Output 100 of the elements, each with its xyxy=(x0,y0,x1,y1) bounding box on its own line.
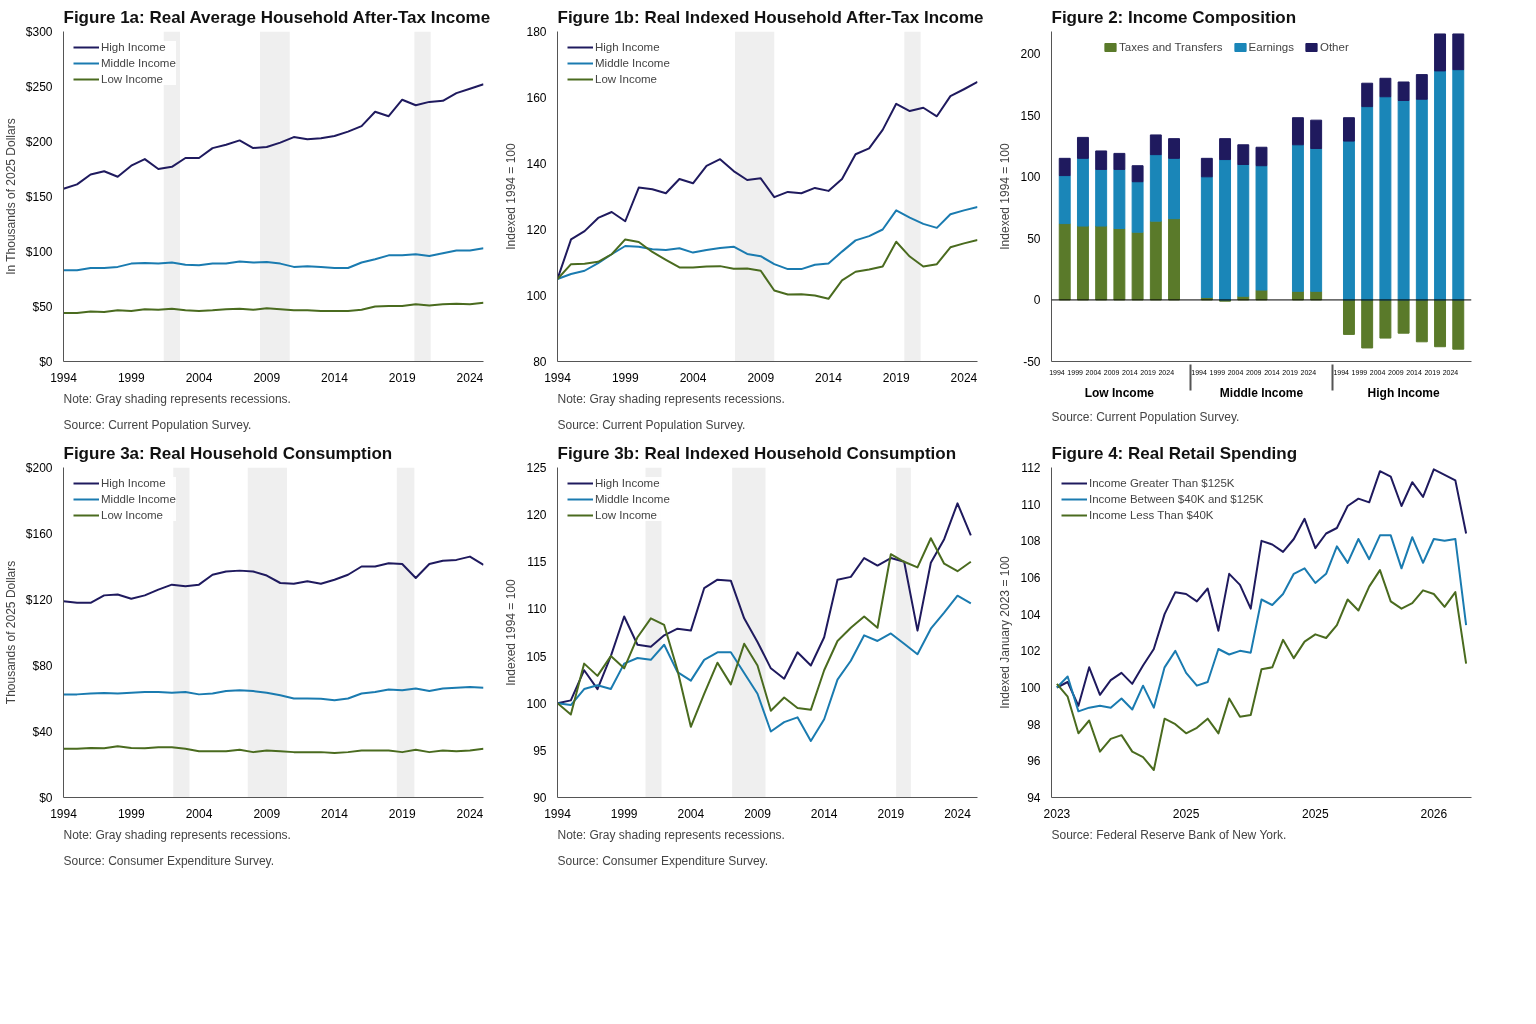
x-tick-label: 1999 xyxy=(611,370,639,385)
y-tick-label: 96 xyxy=(1027,754,1041,769)
x-tick-label: 2019 xyxy=(388,370,416,385)
source-note: Source: Current Population Survey. xyxy=(1051,409,1240,424)
chart-title: Figure 2: Income Composition xyxy=(1051,7,1297,27)
y-tick-label: 106 xyxy=(1020,571,1041,585)
y-tick-label: 0 xyxy=(1033,293,1041,308)
y-tick-label: $250 xyxy=(25,79,53,94)
y-axis-title: In Thousands of 2025 Dollars xyxy=(3,118,18,275)
legend-label: Middle Income xyxy=(595,57,670,69)
x-tick-label: 2014 xyxy=(321,806,349,821)
y-tick-label: $80 xyxy=(32,658,53,673)
legend-label: Income Between $40K and $125K xyxy=(1089,493,1264,505)
y-tick-label: 120 xyxy=(526,223,547,237)
text: Note: Gray shading represents recessions. xyxy=(63,827,291,842)
source-note: Source: Federal Reserve Bank of New York. xyxy=(1051,827,1287,842)
legend-label: High Income xyxy=(595,477,660,489)
y-tick-label: 115 xyxy=(527,555,547,570)
x-tick-label: 2024 xyxy=(456,806,484,821)
y-tick-label: $120 xyxy=(25,592,53,607)
chart-title: Figure 1a: Real Average Household After-Tax Income xyxy=(63,7,491,27)
legend-label: High Income xyxy=(101,477,166,489)
chart-title: Figure 4: Real Retail Spending xyxy=(1051,443,1298,463)
x-tick-label: 2009 xyxy=(744,806,772,821)
y-tick-label: 90 xyxy=(533,791,547,805)
x-tick-label: 2025 xyxy=(1302,806,1330,821)
x-tick-label: 1994 xyxy=(544,370,572,385)
y-tick-label: $100 xyxy=(25,244,53,259)
y-tick-label: $200 xyxy=(25,134,53,149)
x-tick-label: 1994 xyxy=(50,370,78,385)
legend-label: Income Greater Than $125K xyxy=(1089,477,1235,489)
x-tick-label: 2004 xyxy=(677,806,705,821)
x-tick-label: 1999 xyxy=(117,370,145,385)
chart-title: Figure 3b: Real Indexed Household Consumption xyxy=(557,443,957,463)
legend-label: Income Less Than $40K xyxy=(1089,509,1214,521)
x-tick-label: 2019 xyxy=(882,370,910,385)
x-tick-label: 2014 xyxy=(815,370,843,385)
legend-label: Low Income xyxy=(595,73,658,85)
y-tick-label: 100 xyxy=(1020,170,1041,185)
legend-label: Earnings xyxy=(1248,41,1294,53)
y-tick-label: 200 xyxy=(1020,47,1041,62)
x-tick-label: 2014 xyxy=(810,806,838,821)
x-tick-label: 2019 xyxy=(388,806,416,821)
x-tick-label: 2004 xyxy=(185,806,213,821)
x-tick-label: 2004 xyxy=(679,370,707,385)
x-tick-label: 2004 xyxy=(185,370,213,385)
legend-label: High Income xyxy=(595,41,660,53)
y-tick-label: $200 xyxy=(25,460,53,475)
y-tick-label: 160 xyxy=(526,91,547,105)
y-tick-label: 120 xyxy=(526,508,547,523)
y-tick-label: $300 xyxy=(25,24,53,39)
legend-label: High Income xyxy=(101,41,166,53)
y-tick-label: 104 xyxy=(1020,607,1041,622)
y-axis-title: Indexed 1994 = 100 xyxy=(504,142,519,250)
y-tick-label: 100 xyxy=(526,289,547,303)
y-axis-title: Indexed 1994 = 100 xyxy=(504,578,519,686)
x-tick-label: 2024 xyxy=(950,370,978,385)
source-note: Source: Consumer Expenditure Survey. xyxy=(63,853,275,868)
x-tick-label: 2024 xyxy=(944,806,972,821)
legend-label: Low Income xyxy=(595,509,658,521)
y-tick-label: $150 xyxy=(25,189,53,204)
y-tick-label: 98 xyxy=(1027,717,1041,732)
text: Note: Gray shading represents recessions. xyxy=(63,391,291,406)
text: Note: Gray shading represents recessions. xyxy=(557,391,785,406)
chart-title: Figure 1b: Real Indexed Household After-Tax Income xyxy=(557,7,984,27)
y-tick-label: $0 xyxy=(39,790,53,805)
x-tick-label: 1999 xyxy=(610,806,638,821)
y-tick-label: 150 xyxy=(1020,108,1041,123)
y-tick-label: 95 xyxy=(533,743,547,758)
x-tick-label: 2019 xyxy=(877,806,905,821)
y-tick-label: $0 xyxy=(39,354,53,369)
y-tick-label: 112 xyxy=(1021,461,1041,475)
y-tick-label: 102 xyxy=(1020,644,1041,659)
y-tick-label: 94 xyxy=(1027,791,1041,805)
source-note: Source: Current Population Survey. xyxy=(557,417,746,432)
x-tick-label: 2009 xyxy=(747,370,775,385)
legend-label: Low Income xyxy=(101,509,164,521)
text: Middle Income xyxy=(1219,385,1304,400)
legend-label: Middle Income xyxy=(101,57,176,69)
y-tick-label: -50 xyxy=(1023,355,1041,369)
chart-title: Figure 3a: Real Household Consumption xyxy=(63,443,393,463)
legend-label: Middle Income xyxy=(101,493,176,505)
y-tick-label: 140 xyxy=(526,157,547,171)
x-tick-label: 2023 xyxy=(1043,806,1071,821)
y-axis-title: Indexed 1994 = 100 xyxy=(998,142,1013,250)
text: Note: Gray shading represents recessions. xyxy=(557,827,785,842)
legend-label: Taxes and Transfers xyxy=(1119,41,1223,53)
x-tick-label: 1994 xyxy=(544,806,572,821)
x-tick-label: 2025 xyxy=(1172,806,1200,821)
legend-label: Other xyxy=(1319,41,1349,53)
x-tick-label: 1999 xyxy=(117,806,145,821)
x-tick-label: 1994 xyxy=(50,806,78,821)
y-tick-label: 110 xyxy=(527,602,547,617)
x-tick-label: 2026 xyxy=(1420,806,1448,821)
y-tick-label: $160 xyxy=(25,526,53,541)
y-axis-title: Indexed January 2023 = 100 xyxy=(998,555,1013,709)
y-axis-title: Thousands of 2025 Dollars xyxy=(3,560,18,705)
y-tick-label: 105 xyxy=(526,649,547,664)
source-note: Source: Consumer Expenditure Survey. xyxy=(557,853,769,868)
x-tick-label: 2009 xyxy=(253,370,281,385)
